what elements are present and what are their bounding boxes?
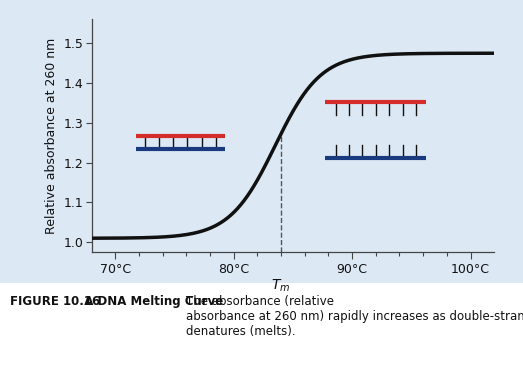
Text: FIGURE 10.16: FIGURE 10.16 bbox=[10, 295, 101, 308]
Y-axis label: Relative absorbance at 260 nm: Relative absorbance at 260 nm bbox=[45, 38, 58, 234]
Text: $T_m$: $T_m$ bbox=[271, 277, 291, 294]
Text: The absorbance (relative
absorbance at 260 nm) rapidly increases as double-stran: The absorbance (relative absorbance at 2… bbox=[186, 295, 523, 338]
Text: A DNA Melting Curve: A DNA Melting Curve bbox=[76, 295, 231, 308]
